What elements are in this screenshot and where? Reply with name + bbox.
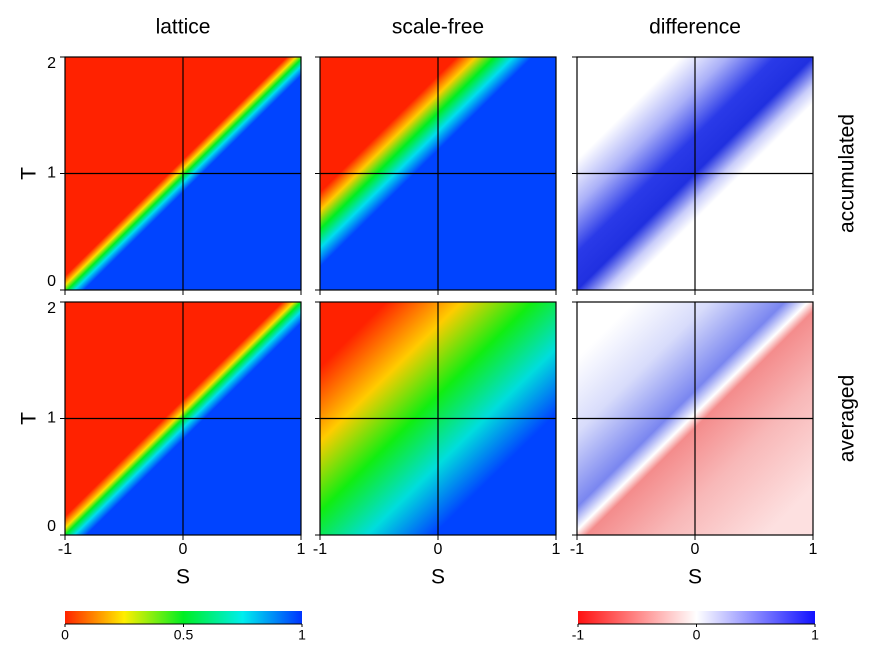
- column-title: scale-free: [392, 16, 484, 39]
- y-axis-label: T: [18, 412, 41, 425]
- y-tick-label: 2: [47, 55, 56, 72]
- colorbar-tick-label: 0: [61, 627, 69, 643]
- row-label: accumulated: [836, 114, 859, 233]
- colorbar-tick-label: -1: [572, 627, 585, 643]
- panel-frame: [319, 301, 557, 536]
- x-tick-label: 0: [434, 541, 443, 558]
- x-tick-label: 1: [552, 541, 561, 558]
- x-tick-label: -1: [570, 541, 584, 558]
- column-title: lattice: [156, 16, 211, 39]
- y-tick-label: 0: [47, 273, 56, 290]
- panel-frame: [319, 56, 557, 291]
- panel-frame: [576, 301, 814, 536]
- x-tick-label: -1: [58, 541, 72, 558]
- colorbar-tick-label: 1: [298, 627, 306, 643]
- x-tick-label: 0: [179, 541, 188, 558]
- y-tick-label: 1: [47, 410, 56, 427]
- colorbar: [65, 611, 302, 624]
- y-tick-label: 1: [47, 165, 56, 182]
- row-label: averaged: [836, 375, 859, 463]
- colorbar-tick-label: 0.5: [174, 627, 194, 643]
- x-axis-label: S: [431, 566, 445, 589]
- colorbar: [578, 611, 815, 624]
- panel-frame: [64, 301, 302, 536]
- x-axis-label: S: [176, 566, 190, 589]
- x-tick-label: 0: [691, 541, 700, 558]
- x-tick-label: 1: [297, 541, 306, 558]
- x-axis-label: S: [688, 566, 702, 589]
- colorbar-tick-label: 0: [693, 627, 701, 643]
- panel-frame: [576, 56, 814, 291]
- colorbar-tick-label: 1: [811, 627, 819, 643]
- y-axis-label: T: [18, 167, 41, 180]
- y-tick-label: 2: [47, 300, 56, 317]
- y-tick-label: 0: [47, 518, 56, 535]
- x-tick-label: -1: [313, 541, 327, 558]
- column-title: difference: [649, 16, 741, 39]
- panel-frame: [64, 56, 302, 291]
- x-tick-label: 1: [809, 541, 818, 558]
